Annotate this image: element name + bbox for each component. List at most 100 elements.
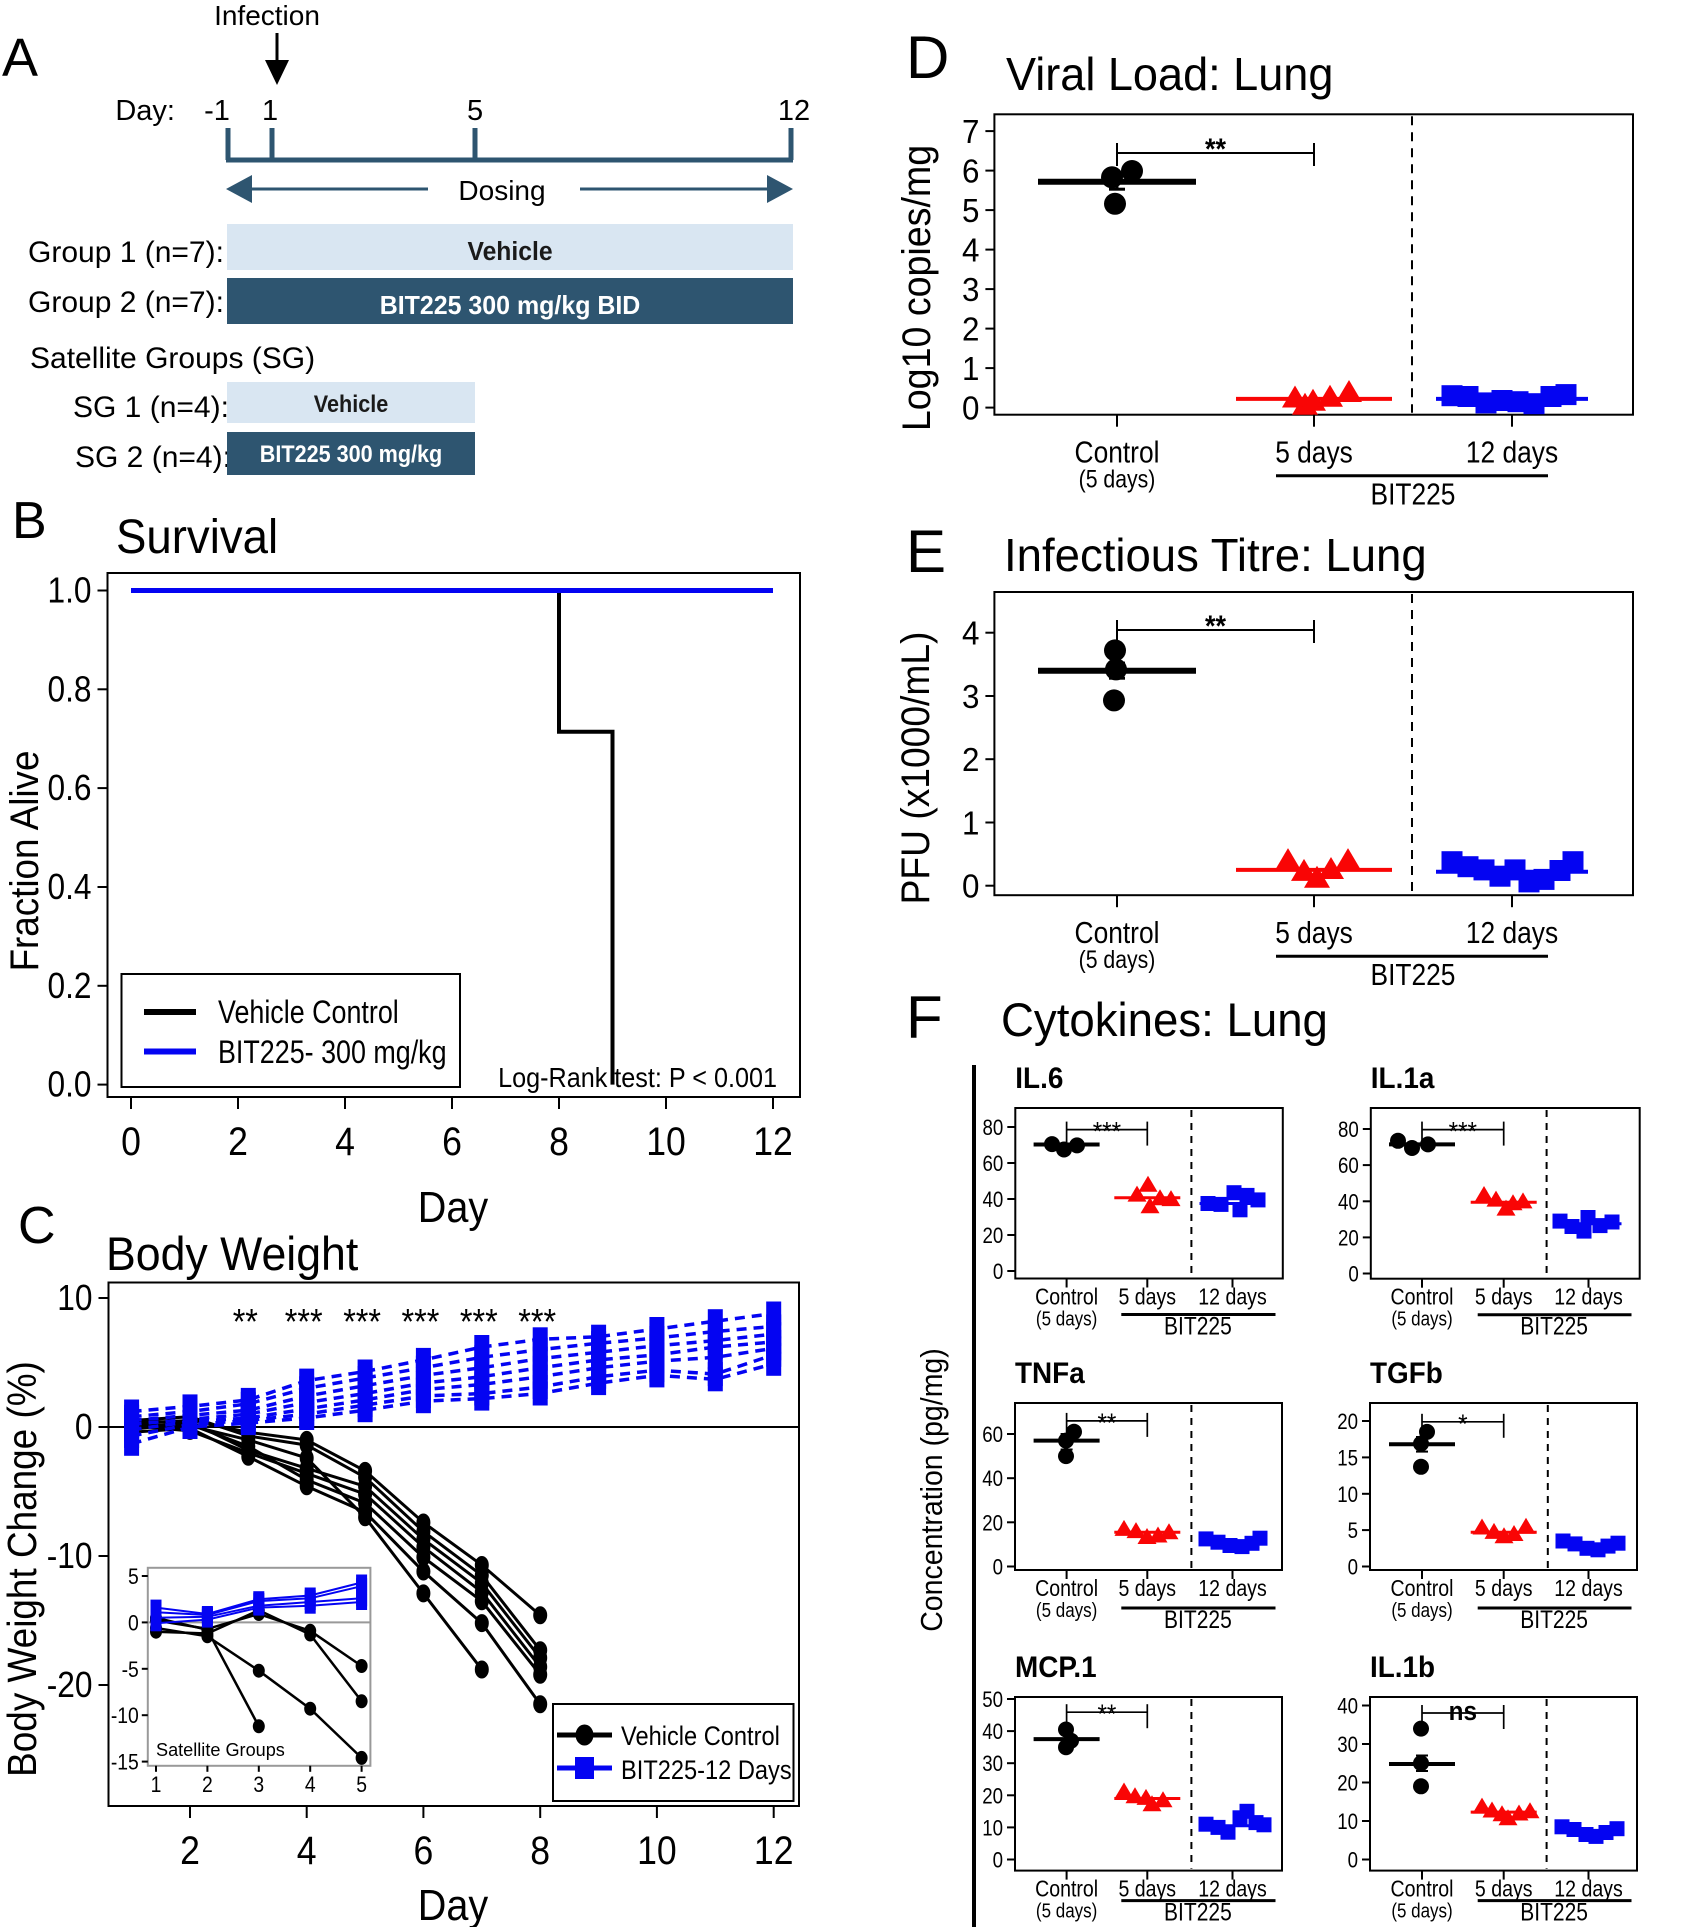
- svg-text:**: **: [1097, 1409, 1116, 1438]
- svg-text:5 days: 5 days: [1475, 1284, 1533, 1310]
- svg-text:(5 days): (5 days): [1391, 1899, 1452, 1922]
- svg-text:2: 2: [962, 741, 979, 778]
- svg-text:8: 8: [549, 1120, 569, 1164]
- svg-text:12 days: 12 days: [1198, 1576, 1266, 1602]
- svg-text:30: 30: [1337, 1734, 1358, 1758]
- svg-text:Control: Control: [1035, 1576, 1098, 1602]
- svg-text:Group 1 (n=7):: Group 1 (n=7):: [28, 236, 224, 269]
- svg-text:Vehicle Control: Vehicle Control: [621, 1722, 780, 1752]
- svg-text:(5 days): (5 days): [1036, 1307, 1097, 1330]
- svg-text:4: 4: [335, 1120, 355, 1164]
- svg-text:0.8: 0.8: [47, 669, 91, 709]
- svg-text:Body Weight: Body Weight: [106, 1228, 359, 1280]
- svg-text:5 days: 5 days: [1475, 1876, 1533, 1902]
- svg-text:0: 0: [75, 1407, 93, 1447]
- svg-text:12 days: 12 days: [1198, 1284, 1266, 1310]
- svg-text:0: 0: [128, 1611, 139, 1635]
- svg-text:2: 2: [202, 1773, 213, 1797]
- svg-text:Fraction Alive: Fraction Alive: [3, 751, 48, 972]
- svg-text:BIT225: BIT225: [1520, 1898, 1588, 1926]
- svg-text:0: 0: [121, 1120, 141, 1164]
- svg-text:8: 8: [530, 1829, 550, 1873]
- svg-text:***: ***: [285, 1302, 323, 1342]
- svg-text:BIT225-12 Days: BIT225-12 Days: [621, 1756, 792, 1786]
- svg-text:(5 days): (5 days): [1391, 1599, 1452, 1622]
- svg-text:12 days: 12 days: [1466, 916, 1558, 950]
- svg-text:20: 20: [983, 1225, 1004, 1249]
- svg-text:BIT225: BIT225: [1164, 1312, 1232, 1340]
- svg-text:12: 12: [778, 95, 810, 127]
- svg-text:Control: Control: [1391, 1284, 1454, 1310]
- svg-text:Body Weight Change (%): Body Weight Change (%): [0, 1361, 45, 1777]
- svg-text:Control: Control: [1035, 1284, 1098, 1310]
- svg-text:Control: Control: [1391, 1576, 1454, 1602]
- svg-text:Group 2 (n=7):: Group 2 (n=7):: [28, 286, 224, 319]
- svg-text:0: 0: [962, 390, 979, 427]
- svg-text:20: 20: [1337, 1411, 1358, 1435]
- svg-text:Day: Day: [418, 1880, 488, 1927]
- svg-text:Viral Load: Lung: Viral Load: Lung: [1006, 49, 1333, 101]
- svg-text:IL.1b: IL.1b: [1370, 1651, 1435, 1684]
- svg-text:A: A: [2, 28, 38, 88]
- svg-text:4: 4: [297, 1829, 317, 1873]
- svg-text:4: 4: [305, 1773, 316, 1797]
- svg-text:4: 4: [962, 615, 979, 652]
- svg-text:**: **: [233, 1302, 258, 1342]
- svg-text:(5 days): (5 days): [1079, 465, 1156, 493]
- svg-text:Dosing: Dosing: [458, 175, 545, 206]
- svg-text:**: **: [1097, 1700, 1116, 1729]
- svg-text:IL.1a: IL.1a: [1371, 1062, 1435, 1095]
- svg-text:4: 4: [962, 232, 979, 269]
- svg-text:F: F: [906, 984, 943, 1051]
- svg-text:Vehicle: Vehicle: [467, 237, 552, 266]
- svg-text:**: **: [1205, 610, 1227, 644]
- svg-text:5: 5: [1348, 1520, 1358, 1544]
- svg-text:2: 2: [180, 1829, 200, 1873]
- svg-text:12 days: 12 days: [1466, 436, 1558, 470]
- svg-text:0.6: 0.6: [47, 768, 91, 808]
- svg-text:5 days: 5 days: [1119, 1284, 1177, 1310]
- svg-text:20: 20: [1338, 1227, 1359, 1251]
- svg-text:Vehicle: Vehicle: [314, 390, 388, 417]
- svg-text:BIT225: BIT225: [1371, 478, 1456, 512]
- svg-text:***: ***: [1093, 1117, 1121, 1146]
- svg-text:6: 6: [442, 1120, 462, 1164]
- svg-text:6: 6: [413, 1829, 433, 1873]
- svg-text:5 days: 5 days: [1475, 1576, 1533, 1602]
- svg-text:BIT225: BIT225: [1164, 1605, 1232, 1633]
- svg-text:PFU (x1000/mL): PFU (x1000/mL): [894, 632, 939, 905]
- svg-text:(5 days): (5 days): [1391, 1307, 1452, 1330]
- svg-text:5: 5: [962, 192, 979, 229]
- svg-text:1: 1: [262, 95, 278, 127]
- svg-text:*: *: [1458, 1410, 1467, 1439]
- svg-text:40: 40: [1338, 1191, 1359, 1215]
- svg-text:TGFb: TGFb: [1370, 1357, 1443, 1390]
- svg-text:5 days: 5 days: [1119, 1876, 1177, 1902]
- svg-text:-10: -10: [111, 1704, 139, 1728]
- svg-text:SG 2 (n=4):: SG 2 (n=4):: [75, 441, 231, 474]
- svg-text:10: 10: [637, 1829, 677, 1873]
- svg-text:12: 12: [754, 1829, 794, 1873]
- svg-text:Control: Control: [1035, 1876, 1098, 1902]
- svg-text:BIT225: BIT225: [1371, 958, 1456, 992]
- svg-text:12 days: 12 days: [1198, 1876, 1266, 1902]
- svg-text:40: 40: [983, 1189, 1004, 1213]
- svg-text:12 days: 12 days: [1554, 1876, 1622, 1902]
- svg-text:Log10 copies/mg: Log10 copies/mg: [895, 145, 939, 431]
- svg-text:40: 40: [1337, 1695, 1358, 1719]
- svg-text:0.4: 0.4: [47, 867, 91, 907]
- svg-text:D: D: [906, 24, 949, 91]
- svg-text:50: 50: [982, 1689, 1003, 1713]
- svg-text:-1: -1: [204, 95, 230, 127]
- svg-text:15: 15: [1337, 1447, 1358, 1471]
- svg-text:-15: -15: [111, 1750, 139, 1774]
- svg-text:Infection: Infection: [214, 0, 320, 31]
- svg-text:(5 days): (5 days): [1036, 1599, 1097, 1622]
- svg-text:(5 days): (5 days): [1036, 1899, 1097, 1922]
- svg-text:5: 5: [467, 95, 483, 127]
- svg-text:5: 5: [356, 1773, 367, 1797]
- svg-text:1: 1: [962, 805, 979, 842]
- svg-text:Vehicle Control: Vehicle Control: [218, 995, 399, 1031]
- svg-text:***: ***: [401, 1302, 439, 1342]
- svg-text:BIT225: BIT225: [1520, 1312, 1588, 1340]
